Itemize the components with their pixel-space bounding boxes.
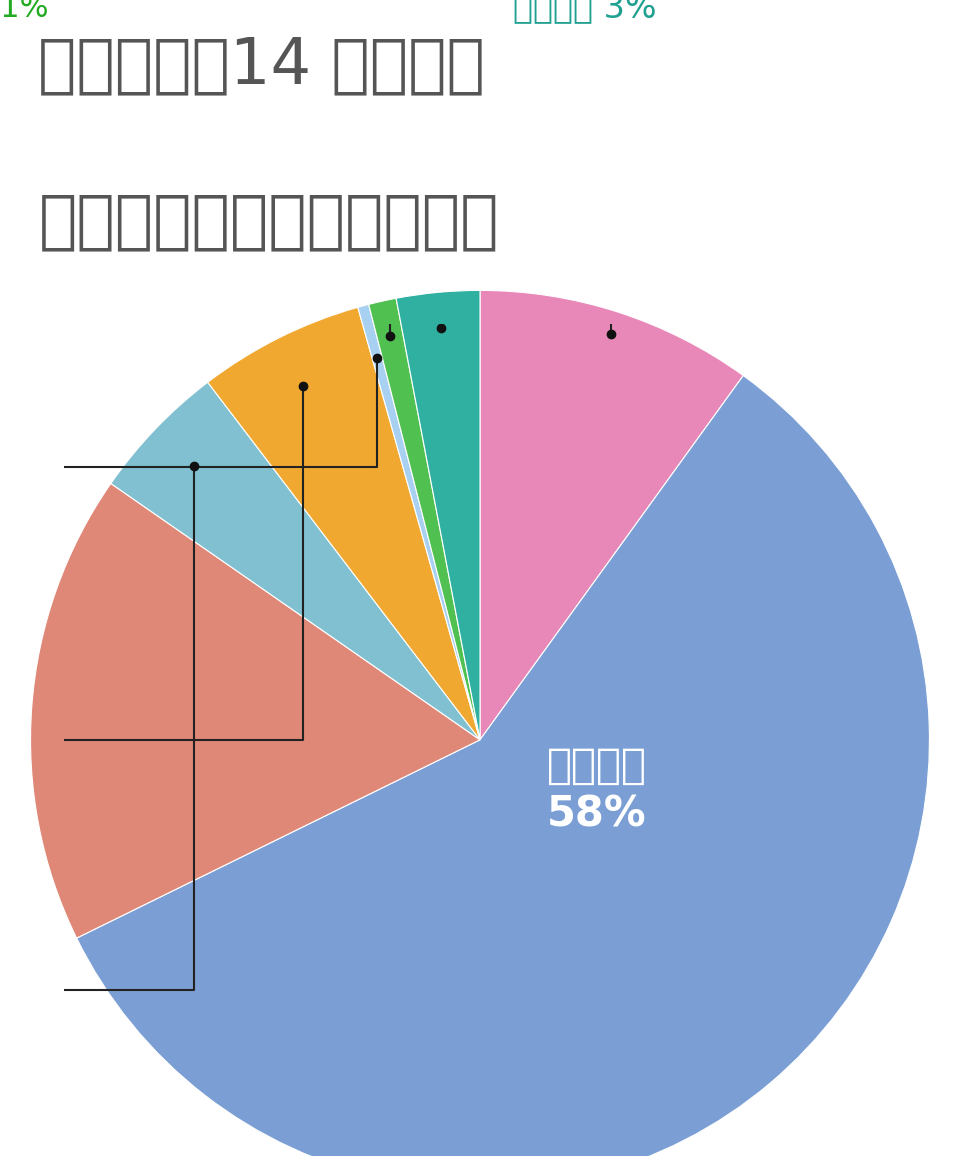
Wedge shape <box>369 298 480 740</box>
Wedge shape <box>207 307 480 740</box>
Text: 消費電力（在宅世帯平均）: 消費電力（在宅世帯平均） <box>38 191 499 253</box>
Text: 温水洗浄便座 1%: 温水洗浄便座 1% <box>0 0 48 22</box>
Wedge shape <box>77 376 929 1156</box>
Wedge shape <box>31 483 480 939</box>
Text: 待機電力 3%: 待機電力 3% <box>514 0 657 24</box>
Text: 夏の日中（14 時頃）の: 夏の日中（14 時頃）の <box>38 35 485 97</box>
Wedge shape <box>480 290 743 740</box>
Wedge shape <box>396 290 480 740</box>
Wedge shape <box>358 304 480 740</box>
Text: エアコン
58%: エアコン 58% <box>546 744 646 835</box>
Wedge shape <box>110 383 480 740</box>
